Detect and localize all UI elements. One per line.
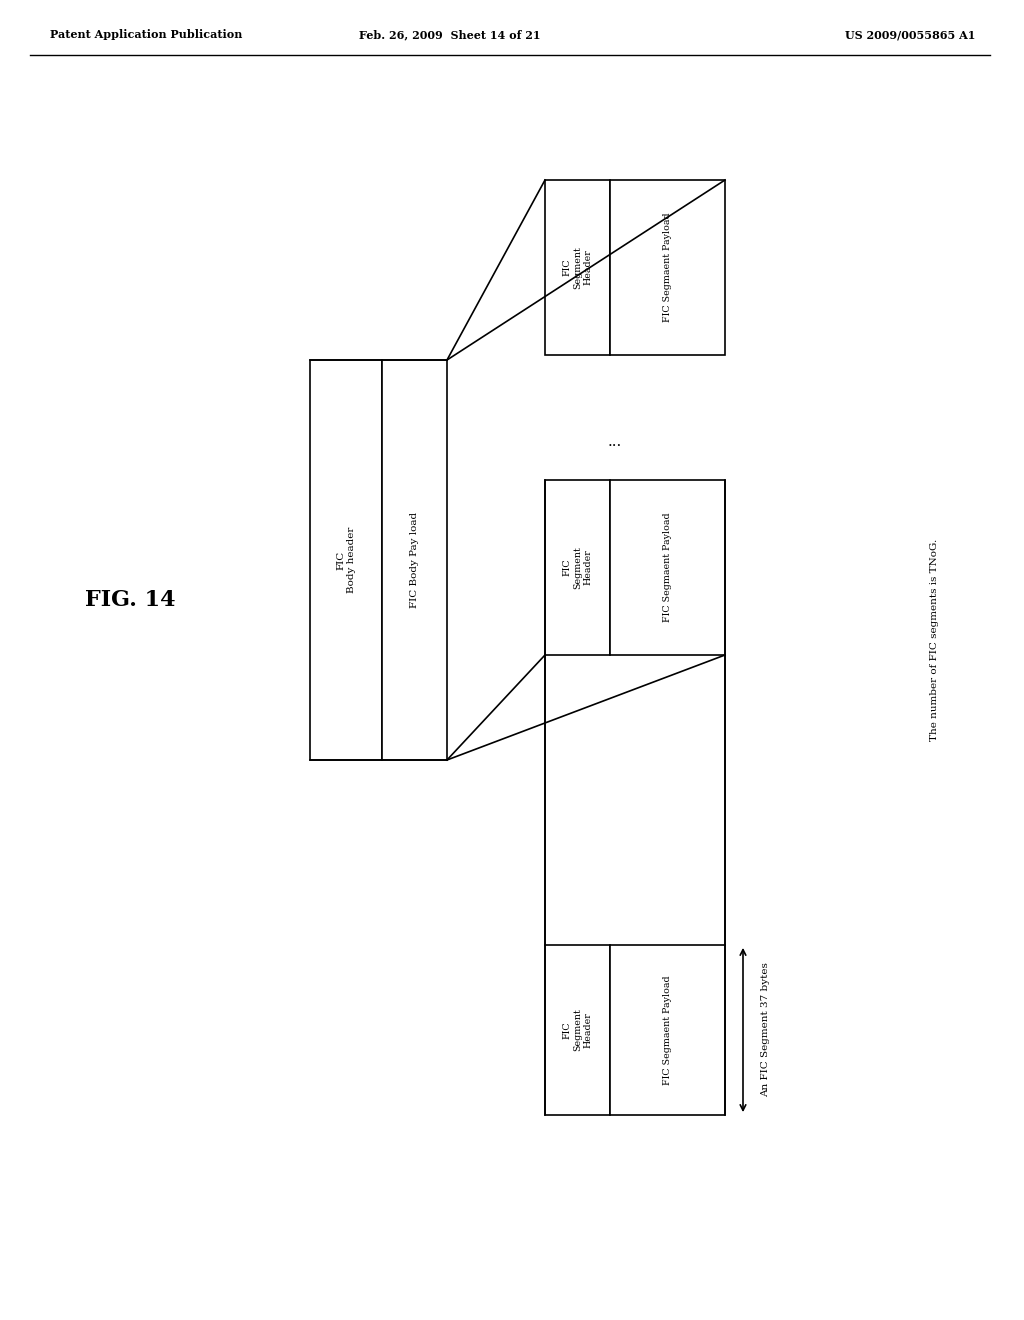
Text: US 2009/0055865 A1: US 2009/0055865 A1	[845, 29, 975, 41]
FancyBboxPatch shape	[310, 360, 382, 760]
Text: Feb. 26, 2009  Sheet 14 of 21: Feb. 26, 2009 Sheet 14 of 21	[359, 29, 541, 41]
Text: FIC
Segment
Header: FIC Segment Header	[562, 1008, 593, 1051]
FancyBboxPatch shape	[610, 480, 725, 655]
FancyBboxPatch shape	[610, 945, 725, 1115]
FancyBboxPatch shape	[610, 180, 725, 355]
Text: An FIC Segment 37 bytes: An FIC Segment 37 bytes	[761, 962, 770, 1097]
Text: FIC Segmaent Payload: FIC Segmaent Payload	[663, 975, 672, 1085]
Text: FIC Body Pay load: FIC Body Pay load	[410, 512, 419, 609]
Text: ...: ...	[608, 436, 623, 449]
FancyBboxPatch shape	[545, 480, 610, 655]
Text: FIC
Body header: FIC Body header	[336, 527, 355, 593]
Text: FIC
Segment
Header: FIC Segment Header	[562, 246, 593, 289]
FancyBboxPatch shape	[382, 360, 447, 760]
Text: FIC Segmaent Payload: FIC Segmaent Payload	[663, 512, 672, 622]
Text: FIG. 14: FIG. 14	[85, 589, 175, 611]
Text: The number of FIC segments is TNoG.: The number of FIC segments is TNoG.	[930, 539, 939, 741]
FancyBboxPatch shape	[545, 945, 610, 1115]
Text: FIC
Segment
Header: FIC Segment Header	[562, 546, 593, 589]
Text: Patent Application Publication: Patent Application Publication	[50, 29, 243, 41]
Text: FIC Segmaent Payload: FIC Segmaent Payload	[663, 213, 672, 322]
FancyBboxPatch shape	[545, 180, 610, 355]
